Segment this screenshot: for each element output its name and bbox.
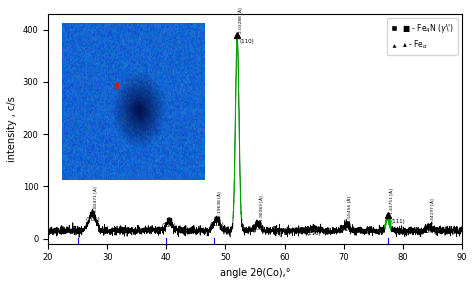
Y-axis label: intensity , c/s: intensity , c/s	[7, 96, 17, 162]
X-axis label: angle 2θ(Co),°: angle 2θ(Co),°	[220, 268, 290, 278]
Text: (111): (111)	[390, 219, 405, 224]
Text: (210): (210)	[307, 231, 321, 236]
Text: 1.34197 [Å]: 1.34197 [Å]	[431, 198, 435, 224]
Text: 1.90383 [Å]: 1.90383 [Å]	[260, 196, 264, 221]
Text: (220): (220)	[422, 229, 437, 234]
Text: (110): (110)	[162, 223, 177, 228]
Text: 3.82471 [Å]: 3.82471 [Å]	[94, 186, 99, 212]
Text: 1.55456 [Å]: 1.55456 [Å]	[348, 196, 353, 222]
Text: (100): (100)	[85, 217, 100, 222]
Text: 2.03288 [Å]: 2.03288 [Å]	[239, 8, 243, 33]
Legend: $\blacksquare$ - Fe$_4$N ($\gamma$\'), $\blacktriangle$ - Fe$_\alpha$: $\blacksquare$ - Fe$_4$N ($\gamma$\'), $…	[387, 18, 458, 55]
Text: (200): (200)	[251, 226, 265, 231]
Text: (111): (111)	[209, 222, 224, 227]
Text: (110): (110)	[239, 39, 255, 44]
Text: (211): (211)	[339, 227, 354, 232]
Text: 2.19638 [Å]: 2.19638 [Å]	[219, 192, 223, 217]
Text: 1.43751 [Å]: 1.43751 [Å]	[390, 188, 394, 213]
